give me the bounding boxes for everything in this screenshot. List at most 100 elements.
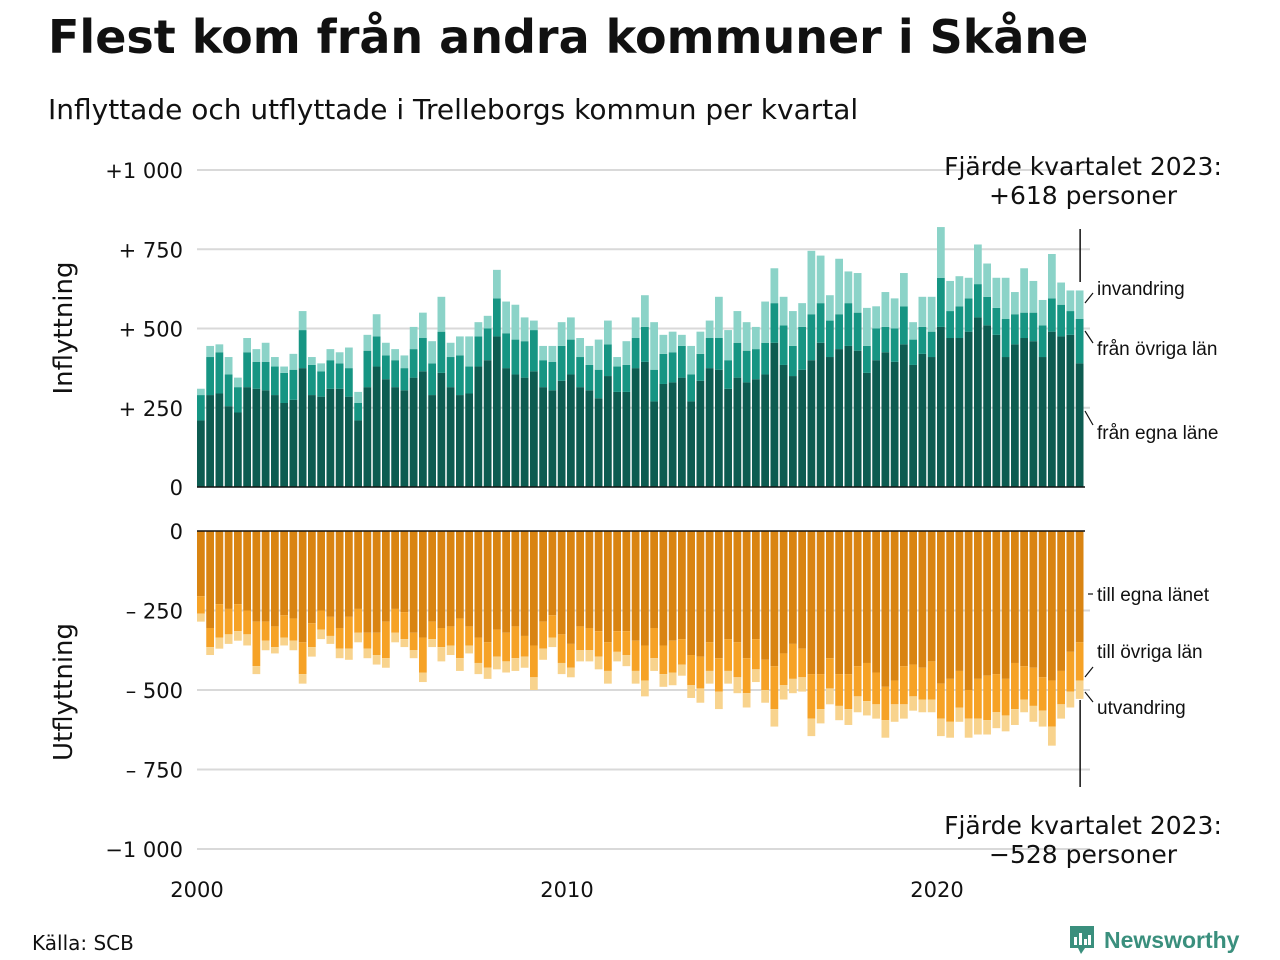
bar-in-own (298, 368, 307, 487)
bar-in-other (641, 326, 649, 362)
brand-name: Newsworthy (1104, 926, 1240, 953)
bar-out-other (474, 637, 483, 663)
bar-out-emig (567, 667, 575, 678)
bar-in-other (974, 284, 982, 318)
bar-out-emig (798, 677, 806, 692)
y-tick-label-in: + 500 (119, 318, 183, 342)
bar-out-emig (761, 690, 769, 703)
bar-out-emig (733, 677, 742, 694)
bar-out-emig (900, 704, 908, 719)
bar-out-own (992, 531, 1001, 675)
bar-in-own (308, 395, 316, 487)
series-label: till övriga län (1097, 642, 1203, 663)
bar-in-other (502, 333, 510, 369)
brand-logo[interactable]: Newsworthy (1068, 924, 1239, 956)
bar-out-emig (391, 632, 399, 643)
bar-out-emig (622, 655, 631, 667)
bar-in-immig (650, 322, 658, 370)
bar-in-own (844, 345, 853, 487)
bar-out-emig (613, 651, 621, 662)
bar-in-immig (631, 317, 640, 339)
bar-out-own (733, 531, 742, 643)
bar-in-other (576, 357, 584, 388)
bar-in-immig (465, 336, 473, 367)
bar-out-own (789, 531, 797, 644)
bar-in-other (983, 296, 991, 326)
bar-in-immig (622, 341, 631, 365)
bar-out-other (206, 627, 214, 648)
bar-in-other (937, 277, 945, 327)
bar-out-other (502, 632, 510, 662)
bar-out-other (224, 608, 233, 635)
bar-out-own (881, 531, 890, 687)
bar-in-other (243, 352, 251, 388)
bar-in-own (872, 360, 880, 487)
bar-in-other (835, 314, 843, 350)
bar-out-own (835, 531, 843, 675)
bar-out-own (872, 531, 880, 673)
newsworthy-icon (1070, 926, 1094, 954)
bar-in-other (594, 369, 603, 399)
bar-out-other (252, 621, 261, 667)
bar-in-other (197, 395, 205, 421)
bar-out-own (409, 531, 418, 633)
bar-out-other (826, 658, 834, 689)
bar-in-immig (456, 336, 464, 356)
bar-in-immig (816, 255, 825, 304)
bar-in-other (456, 355, 464, 396)
bar-in-other (650, 369, 658, 402)
bar-in-immig (317, 363, 325, 372)
bar-in-immig (946, 280, 954, 312)
bar-out-other (298, 642, 307, 675)
bar-in-immig (243, 338, 251, 353)
bar-in-immig (992, 277, 1001, 308)
bar-in-own (1011, 344, 1019, 487)
bar-out-other (668, 640, 677, 673)
bar-out-own (844, 531, 853, 675)
bar-in-other (428, 363, 436, 396)
bar-out-emig (428, 639, 436, 648)
bar-out-other (585, 627, 594, 651)
bar-out-other (983, 675, 991, 721)
series-label: från övriga län (1097, 339, 1217, 360)
bar-in-own (243, 387, 251, 487)
bar-in-other (1057, 304, 1065, 337)
bar-out-emig (816, 709, 825, 724)
bar-out-other (539, 621, 547, 649)
bar-in-immig (964, 277, 973, 299)
series-label: till egna länet (1097, 585, 1210, 606)
bar-in-immig (724, 330, 732, 361)
bar-in-immig (354, 391, 362, 403)
bar-in-other (696, 353, 705, 381)
bar-in-own (234, 412, 242, 487)
bar-out-own (243, 531, 251, 611)
bar-out-own (419, 531, 427, 638)
bar-out-emig (206, 647, 214, 656)
bar-out-emig (927, 699, 936, 713)
bar-out-emig (844, 709, 853, 725)
y-tick-label-in: 0 (170, 476, 183, 500)
annotation-in-line2: +618 personer (989, 181, 1178, 210)
bar-out-own (493, 531, 501, 630)
bar-in-own (456, 395, 464, 487)
bar-out-emig (335, 648, 344, 659)
bar-in-other (631, 338, 640, 369)
bar-in-immig (1057, 282, 1065, 305)
bar-in-immig (428, 341, 436, 364)
bar-in-own (918, 353, 927, 487)
bar-in-immig (789, 311, 797, 346)
bar-in-own (428, 395, 436, 487)
bar-in-immig (1048, 254, 1056, 299)
bar-out-other (520, 635, 529, 657)
bar-in-immig (715, 296, 723, 339)
bar-out-own (372, 531, 381, 633)
bar-out-own (974, 531, 982, 679)
bar-in-other (539, 360, 547, 388)
bar-out-other (844, 674, 853, 710)
bar-out-other (622, 631, 631, 656)
bar-out-own (437, 531, 446, 628)
bar-in-immig (474, 322, 483, 337)
bar-out-own (807, 531, 816, 675)
bar-in-immig (641, 295, 649, 327)
bar-out-other (271, 626, 279, 648)
